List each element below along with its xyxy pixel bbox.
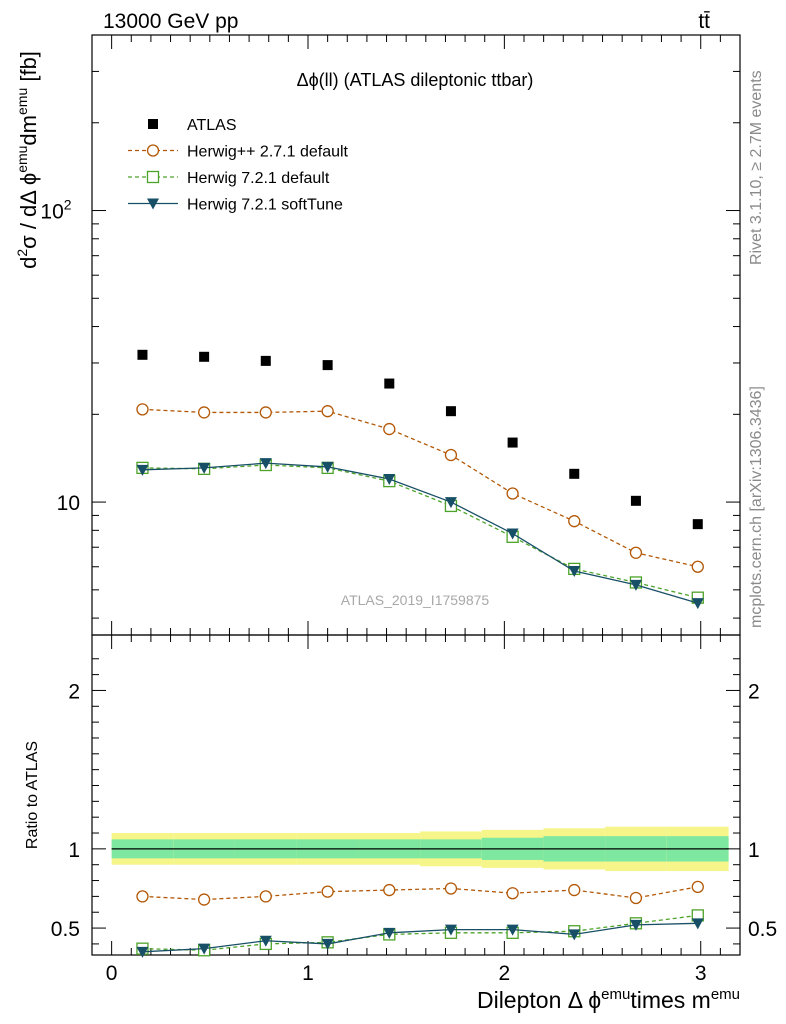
- ratio-y-ticks: [92, 658, 740, 945]
- legend-label: Herwig 7.2.1 softTune: [187, 197, 343, 214]
- ratio-tick-label: 1: [68, 839, 80, 862]
- data-point: [506, 887, 519, 900]
- data-point: [259, 458, 272, 470]
- data-point: [629, 579, 642, 591]
- x-tick-label: 1: [302, 962, 314, 985]
- data-point: [259, 935, 272, 947]
- data-point: [383, 927, 396, 939]
- x-axis-label: Dilepton Δ ϕemutimes memuDilepton Δ ϕ^em…: [477, 986, 740, 1013]
- data-point: [691, 560, 704, 573]
- ratio-series-2: [136, 918, 704, 958]
- ratio-y-axis-label: Ratio to ATLAS: [24, 741, 41, 849]
- data-point: [568, 566, 581, 578]
- series-3: [136, 458, 704, 610]
- data-point: [506, 487, 519, 500]
- data-point: [506, 924, 519, 936]
- x-tick-label: 0: [106, 962, 118, 985]
- y-axis-label: d2σ / dΔ ϕemudmemu [fb]d²σ / dΔ ϕ^emu dm…: [14, 51, 41, 269]
- data-point: [259, 890, 272, 903]
- ratio-series-line: [142, 914, 698, 951]
- ratio-series-line: [142, 886, 698, 901]
- data-point: [136, 403, 149, 416]
- side-label-top: Rivet 3.1.10, ≥ 2.7M events: [748, 70, 765, 265]
- data-point: [629, 919, 642, 931]
- x-axis-ticks: [111, 35, 721, 955]
- data-point: [147, 198, 159, 210]
- data-point: [384, 378, 395, 389]
- data-point: [136, 946, 149, 958]
- ratio-tick-label-right: 0.5: [748, 918, 777, 941]
- x-tick-label: 3: [695, 962, 707, 985]
- data-point: [383, 883, 396, 897]
- data-point: [692, 519, 703, 530]
- data-point: [568, 929, 581, 941]
- data-point: [691, 598, 704, 610]
- data-point: [136, 890, 149, 903]
- data-point: [198, 943, 211, 955]
- series-line: [142, 464, 698, 599]
- data-point: [260, 355, 271, 366]
- data-point: [506, 528, 519, 540]
- data-point: [321, 461, 334, 473]
- legend-label: Herwig++ 2.7.1 default: [187, 144, 349, 161]
- data-point: [383, 422, 396, 436]
- y-axis-ticks: [92, 34, 740, 619]
- data-point: [383, 473, 396, 485]
- data-point: [445, 406, 456, 417]
- analysis-tag: ATLAS_2019_I1759875: [341, 592, 490, 608]
- ratio-tick-label-right: 2: [748, 680, 760, 703]
- ratio-series-1: [136, 909, 704, 957]
- data-point: [444, 924, 457, 936]
- ratio-panel-frame: [91, 634, 741, 956]
- ratio-series-line: [142, 922, 698, 953]
- y-tick-label: 102: [40, 197, 71, 224]
- series-line: [142, 462, 698, 604]
- data-point: [568, 883, 581, 897]
- data-point: [259, 406, 272, 419]
- data-point: [146, 170, 160, 184]
- data-point: [146, 144, 160, 157]
- series-2: [136, 458, 704, 604]
- data-point: [691, 918, 704, 930]
- data-point: [197, 893, 211, 906]
- header-right: tt̄: [698, 10, 710, 33]
- data-point: [691, 880, 704, 894]
- y-tick-label: 10: [57, 492, 80, 515]
- data-point: [148, 119, 158, 129]
- data-point: [136, 464, 149, 476]
- header-left: 13000 GeV pp: [103, 10, 238, 33]
- ratio-tick-label: 2: [68, 680, 80, 703]
- data-point: [568, 515, 581, 528]
- chart-title: Δϕ(ll) (ATLAS dileptonic ttbar): [297, 70, 534, 90]
- ratio-series-0: [136, 880, 704, 906]
- data-point: [321, 885, 334, 898]
- series-1: [136, 403, 704, 573]
- x-tick-label: 2: [499, 962, 511, 985]
- series-0: [137, 349, 703, 530]
- data-point: [629, 546, 643, 559]
- data-point: [197, 406, 211, 419]
- legend-label: Herwig 7.2.1 default: [187, 170, 330, 187]
- data-point: [137, 349, 148, 360]
- legend-label: ATLAS: [187, 117, 237, 134]
- data-point: [507, 437, 518, 448]
- data-point: [321, 405, 334, 418]
- ratio-tick-label-right: 1: [748, 839, 760, 862]
- series-line: [142, 408, 698, 568]
- data-point: [629, 891, 643, 905]
- legend: ATLAS Herwig++ 2.7.1 default Herwig 7.2.1 …: [128, 117, 349, 214]
- ratio-tick-label: 0.5: [51, 918, 80, 941]
- side-label-bottom: mcplots.cern.ch [arXiv:1306.3436]: [748, 386, 765, 628]
- data-point: [630, 495, 641, 506]
- data-point: [444, 497, 457, 509]
- data-point: [321, 938, 334, 950]
- data-point: [444, 448, 458, 462]
- data-point: [199, 351, 210, 362]
- data-point: [198, 462, 211, 474]
- data-point: [322, 360, 333, 371]
- data-point: [444, 882, 458, 895]
- data-point: [569, 468, 580, 479]
